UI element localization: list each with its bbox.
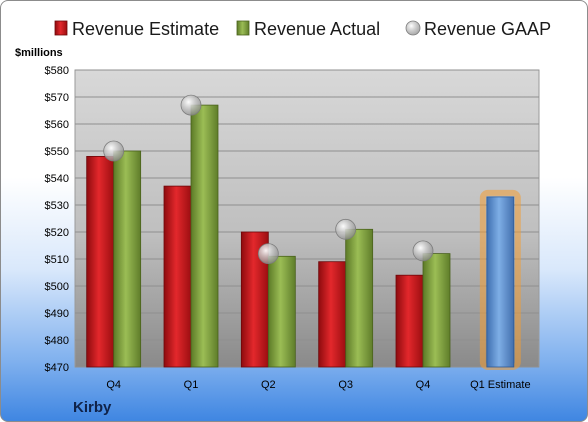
x-tick-label: Q1 [184,379,199,391]
marker-revenue-gaap [335,218,357,240]
x-tick-label: Q1 Estimate [470,379,531,391]
y-tick-label: $490 [45,308,69,320]
plot-area [74,69,540,368]
bar-revenue-actual [422,253,451,368]
bar-revenue-actual [113,150,142,368]
bar-revenue-estimate [163,185,192,368]
bar-revenue-actual [190,104,219,368]
bar-revenue-estimate-next [486,196,515,368]
x-tick-label: Q3 [338,379,353,391]
bar-revenue-estimate [318,261,347,368]
y-tick-label: $470 [45,362,69,374]
legend-label: Revenue GAAP [424,19,551,39]
y-tick-label: $480 [45,335,69,347]
y-tick-label: $520 [45,227,69,239]
x-tick-label: Q4 [106,379,121,391]
y-tick-label: $530 [45,200,69,212]
y-tick-label: $540 [45,173,69,185]
x-tick-label: Q4 [416,379,431,391]
y-tick-label: $570 [45,92,69,104]
company-name: Kirby [73,399,112,416]
y-tick-label: $560 [45,119,69,131]
marker-revenue-gaap [103,140,125,162]
marker-revenue-gaap [257,243,279,265]
legend-swatch-revenue-estimate [54,20,68,36]
legend-swatch-revenue-gaap [405,20,421,36]
y-axis-label: $millions [15,47,63,59]
legend-swatch-revenue-actual [236,20,250,36]
marker-revenue-gaap [412,240,434,262]
y-tick-label: $580 [45,65,69,77]
y-tick-label: $500 [45,281,69,293]
bar-revenue-actual [345,228,374,368]
y-tick-label: $550 [45,146,69,158]
legend-label: Revenue Estimate [72,19,219,39]
marker-revenue-gaap [180,94,202,116]
legend-label: Revenue Actual [254,19,380,39]
x-tick-label: Q2 [261,379,276,391]
bar-revenue-estimate [395,274,424,368]
y-tick-label: $510 [45,254,69,266]
bar-revenue-estimate [86,155,115,368]
bar-revenue-actual [267,255,296,368]
